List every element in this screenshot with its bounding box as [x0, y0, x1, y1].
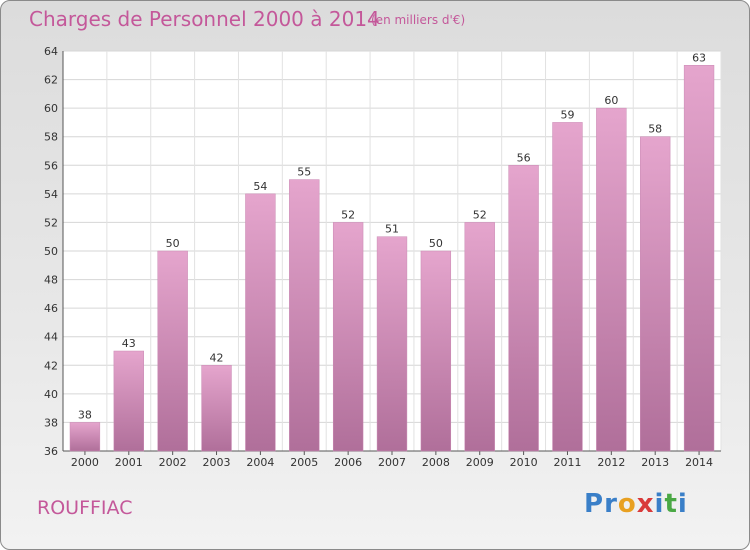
value-label: 54 [253, 180, 267, 193]
bar-2002 [157, 250, 188, 452]
chart-subtitle: (en milliers d'€) [371, 13, 466, 27]
logo-letter: P [584, 489, 605, 519]
value-label: 50 [166, 237, 180, 250]
bars [69, 65, 715, 452]
x-tick-label: 2001 [115, 456, 143, 469]
bar-2006 [332, 222, 364, 452]
value-label: 56 [517, 151, 531, 164]
logo-letter: t [664, 489, 678, 519]
x-tick-label: 2006 [334, 456, 362, 469]
x-tick-label: 2000 [71, 456, 99, 469]
value-label: 63 [692, 51, 706, 64]
value-label: 50 [429, 237, 443, 250]
value-label: 55 [297, 166, 311, 179]
x-tick-label: 2013 [641, 456, 669, 469]
x-tick-label: 2004 [246, 456, 274, 469]
logo-letter: x [636, 489, 655, 519]
y-tick-label: 58 [44, 131, 58, 144]
y-tick-label: 46 [44, 302, 58, 315]
bar-2004 [245, 193, 276, 452]
value-label: 51 [385, 223, 399, 236]
x-tick-label: 2008 [422, 456, 450, 469]
x-tick-label: 2011 [553, 456, 581, 469]
value-label: 60 [604, 94, 618, 107]
y-tick-label: 38 [44, 416, 58, 429]
y-tick-label: 62 [44, 74, 58, 87]
place-name: ROUFFIAC [37, 497, 133, 519]
bar-2014 [683, 65, 715, 452]
logo-letter: r [604, 489, 618, 519]
x-tick-label: 2014 [685, 456, 713, 469]
bar-2011 [552, 122, 583, 452]
value-label: 58 [648, 123, 662, 136]
proxiti-logo[interactable]: Proxiti [584, 489, 688, 519]
y-tick-label: 64 [44, 45, 58, 58]
bar-2003 [201, 365, 232, 452]
x-tick-label: 2005 [290, 456, 318, 469]
chart-title: Charges de Personnel 2000 à 2014 [29, 7, 380, 31]
value-label: 42 [210, 351, 224, 364]
y-tick-label: 44 [44, 331, 58, 344]
x-tick-label: 2003 [203, 456, 231, 469]
logo-letter: i [654, 489, 665, 519]
value-label: 59 [560, 108, 574, 121]
y-tick-label: 36 [44, 445, 58, 458]
y-tick-label: 42 [44, 359, 58, 372]
y-tick-label: 40 [44, 388, 58, 401]
x-tick-label: 2007 [378, 456, 406, 469]
value-label: 38 [78, 408, 92, 421]
y-tick-label: 60 [44, 102, 58, 115]
bar-2013 [640, 136, 671, 452]
bar-2000 [69, 422, 101, 452]
value-label: 52 [341, 208, 355, 221]
bar-2009 [464, 222, 495, 452]
bar-2001 [113, 350, 144, 452]
bar-2007 [376, 236, 408, 452]
y-tick-label: 56 [44, 159, 58, 172]
logo-letter: o [617, 489, 637, 519]
x-tick-label: 2012 [597, 456, 625, 469]
y-tick-label: 52 [44, 216, 58, 229]
bar-2005 [289, 179, 320, 452]
x-tick-label: 2009 [466, 456, 494, 469]
bar-2010 [508, 165, 539, 452]
x-tick-label: 2010 [510, 456, 538, 469]
y-tick-label: 54 [44, 188, 58, 201]
y-tick-label: 50 [44, 245, 58, 258]
value-label: 43 [122, 337, 136, 350]
y-tick-label: 48 [44, 274, 58, 287]
value-label: 52 [473, 208, 487, 221]
logo-letter: i [677, 489, 688, 519]
x-tick-label: 2002 [159, 456, 187, 469]
labels: 36 38 40 42 44 46 48 50 52 54 56 58 60 62 64 38 2000 43 20… [44, 45, 713, 469]
bar-2012 [596, 107, 627, 452]
bar-2008 [420, 250, 452, 452]
